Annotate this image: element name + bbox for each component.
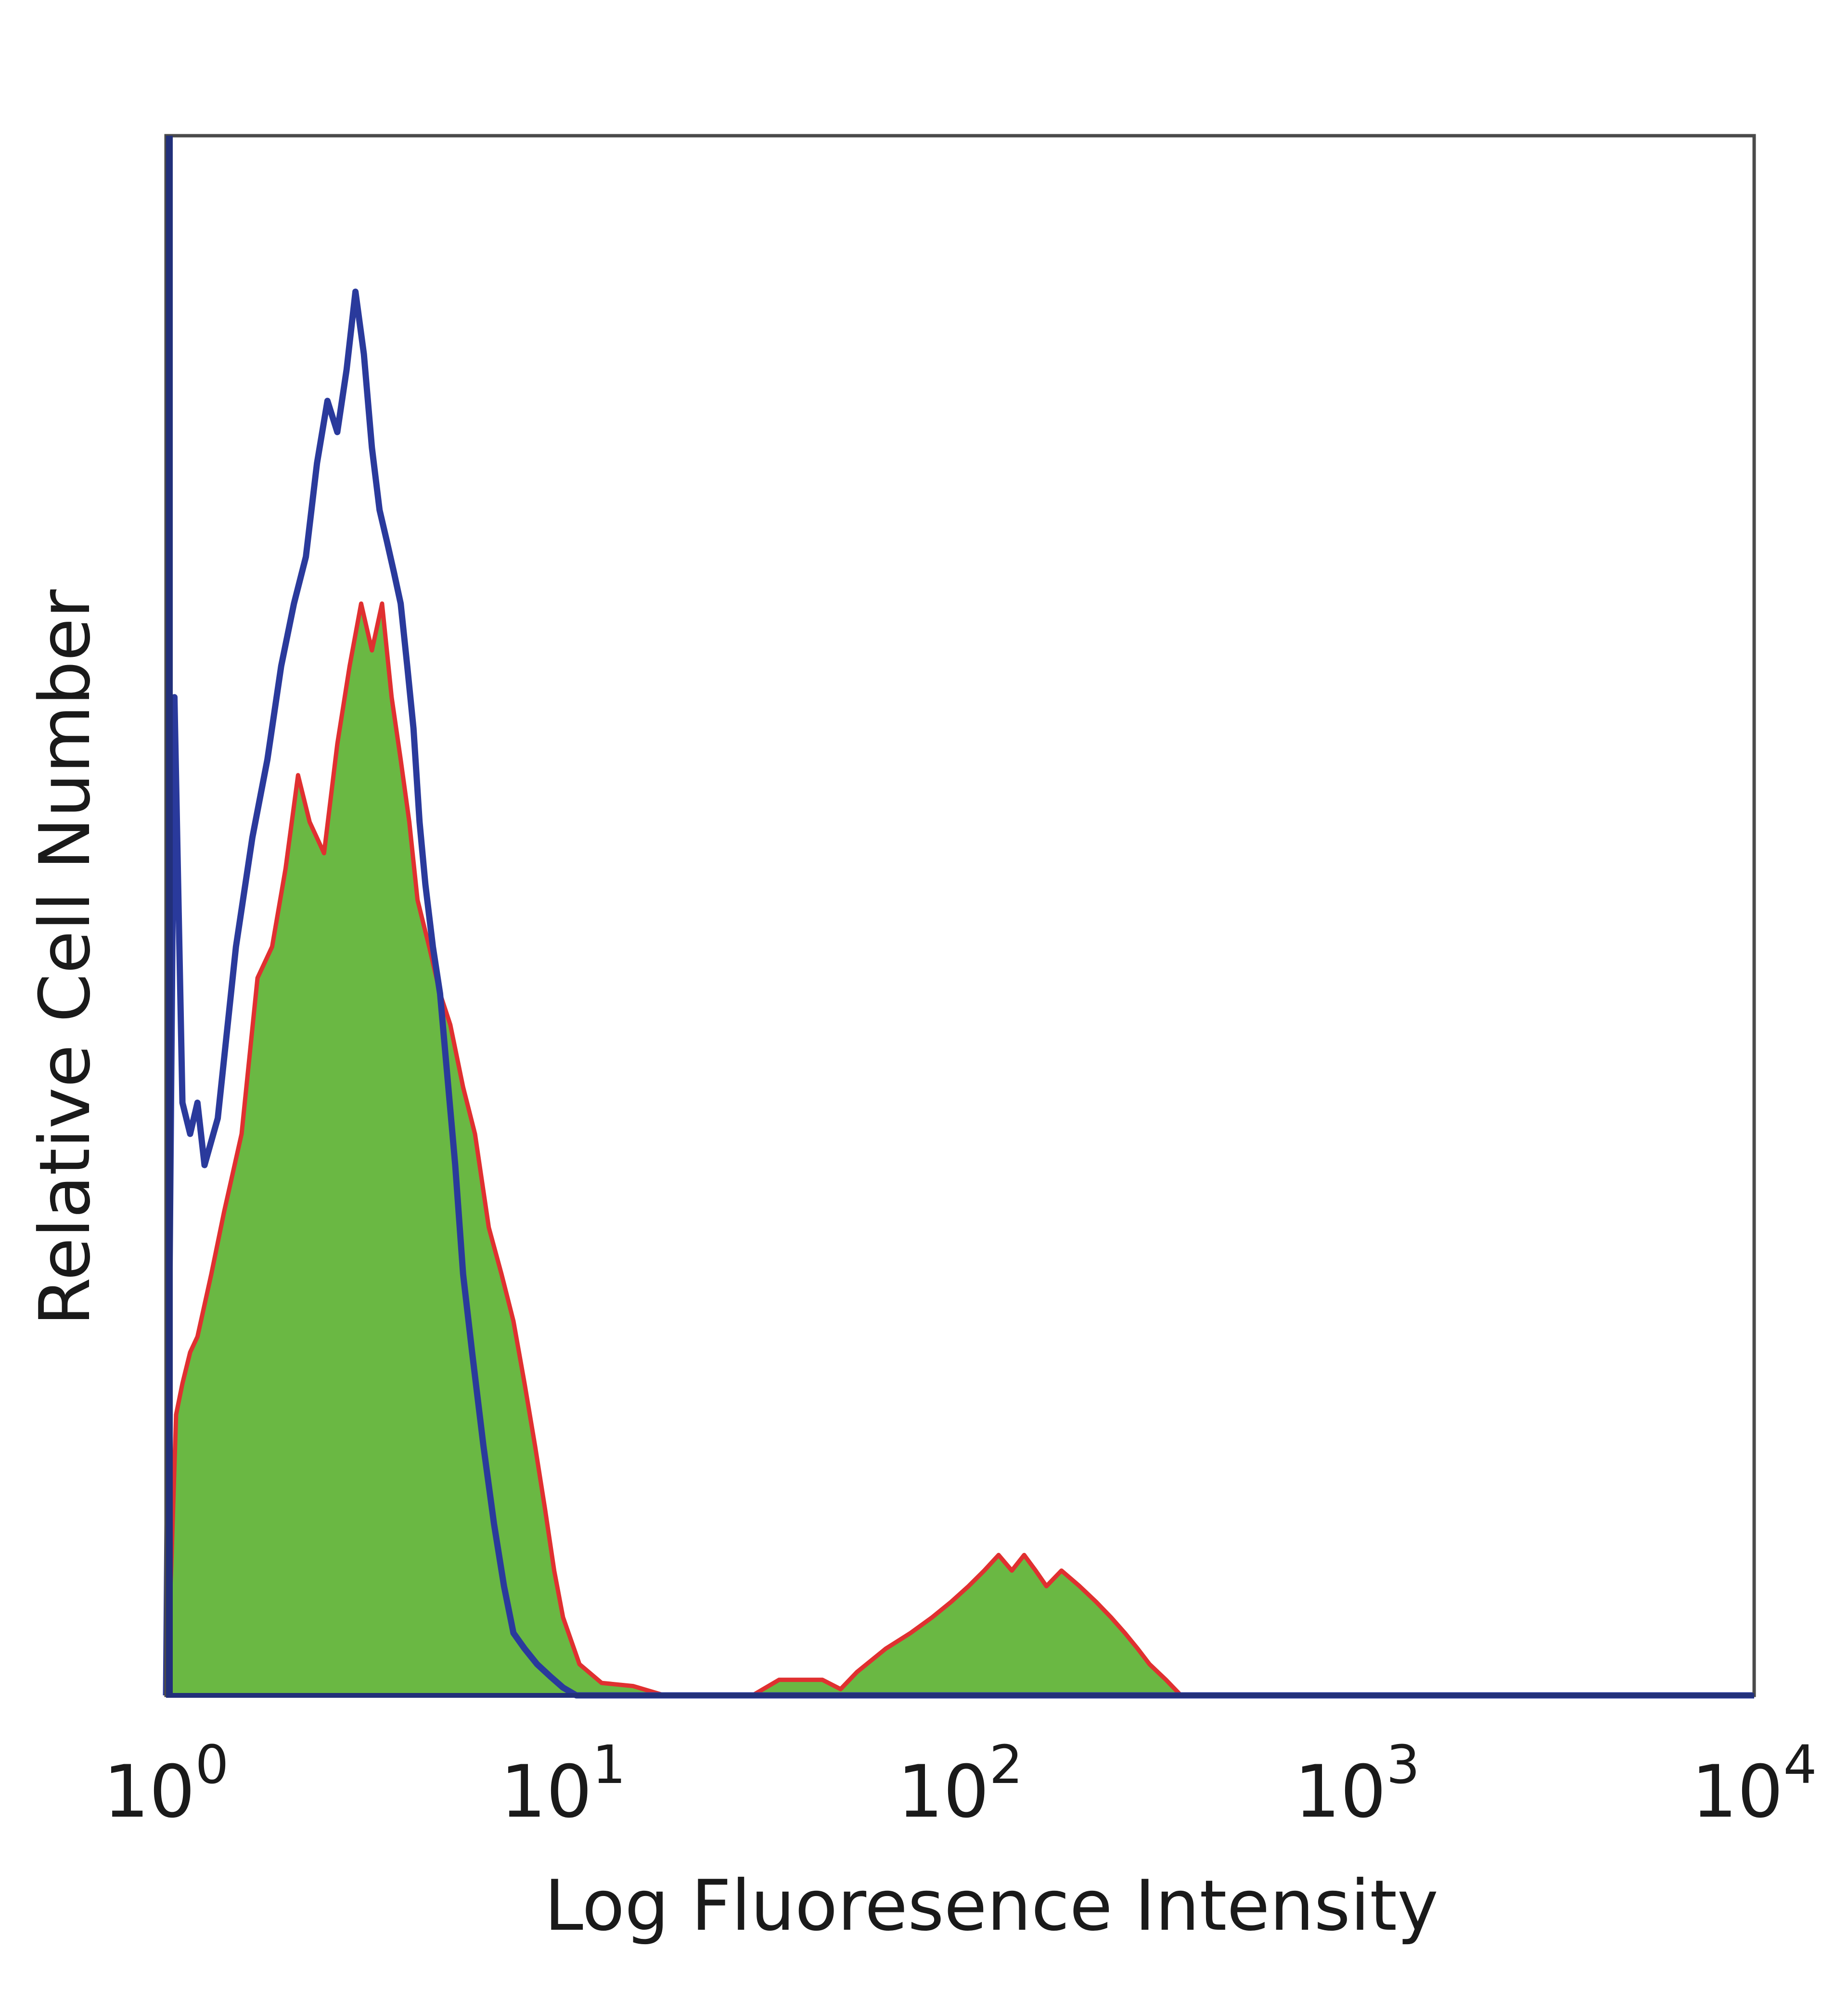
series-0-area xyxy=(166,603,1181,1695)
x-tick-label-3: 103 xyxy=(1295,1734,1420,1834)
x-axis-title: Log Fluoresence Intensity xyxy=(544,1865,1438,1947)
series-0-edge xyxy=(164,601,1183,1698)
x-tick-label-0: 100 xyxy=(103,1734,229,1834)
x-tick-label-4: 104 xyxy=(1692,1734,1817,1834)
plot-series xyxy=(163,288,1754,1699)
x-tick-label-1: 101 xyxy=(500,1734,626,1834)
x-tick-label-2: 102 xyxy=(898,1734,1023,1834)
x-tick-labels: 100 101 102 103 104 xyxy=(103,1734,1817,1834)
y-axis-title: Relative Cell Number xyxy=(25,589,106,1326)
series-1-line xyxy=(163,288,1754,1699)
